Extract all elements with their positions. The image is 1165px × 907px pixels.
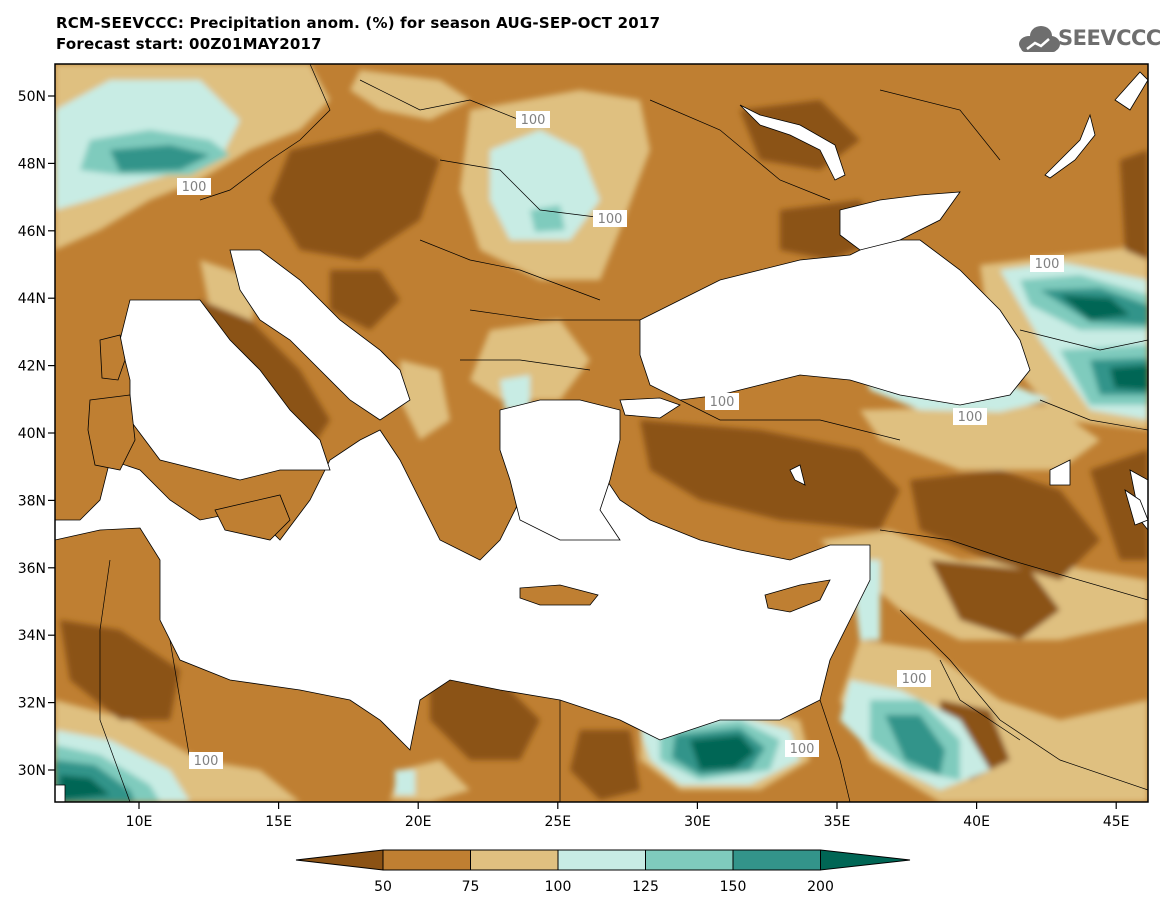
contour-label: 100: [182, 180, 207, 195]
lon-label: 45E: [1103, 814, 1130, 830]
legend-bin: [382, 849, 471, 871]
contour-label: 100: [194, 754, 219, 769]
lon-label: 15E: [265, 814, 292, 830]
lat-label: 40N: [18, 426, 46, 442]
lat-label: 30N: [18, 763, 46, 779]
lon-label: 35E: [824, 814, 851, 830]
contour-label: 100: [710, 395, 735, 410]
logo-text: SEEVCCC: [1058, 26, 1161, 50]
sea-areas: [55, 71, 1148, 802]
legend-label: 150: [720, 879, 747, 895]
lon-label: 10E: [126, 814, 153, 830]
lat-label: 42N: [18, 359, 46, 375]
lat-label: 38N: [18, 493, 46, 509]
lon-label: 25E: [544, 814, 571, 830]
legend-bin: [645, 849, 734, 871]
map-title: RCM-SEEVCCC: Precipitation anom. (%) for…: [56, 14, 661, 32]
legend-bin: [557, 849, 646, 871]
contour-labels: 100 100 100 100 100 100 100 100 100: [177, 111, 1064, 769]
legend-label: 75: [462, 879, 480, 895]
axis-ticks: 50N 48N 46N 44N 42N 40N 38N 36N 34N 32N 30N 10E 15E 2…: [18, 89, 1130, 830]
lon-label: 30E: [684, 814, 711, 830]
contour-label: 100: [902, 672, 927, 687]
lon-label: 20E: [405, 814, 432, 830]
forecast-start-label: Forecast start: 00Z01MAY2017: [56, 35, 322, 53]
legend-label: 100: [545, 879, 572, 895]
lat-label: 48N: [18, 156, 46, 172]
lat-label: 34N: [18, 628, 46, 644]
contour-label: 100: [598, 212, 623, 227]
contour-label: 100: [1035, 257, 1060, 272]
legend-bin: [820, 849, 911, 871]
legend-label: 200: [807, 879, 834, 895]
contour-label: 100: [958, 410, 983, 425]
cloud-logo-icon: [1019, 26, 1060, 52]
lon-label: 40E: [963, 814, 990, 830]
legend-bin: [470, 849, 559, 871]
lat-label: 36N: [18, 561, 46, 577]
border-lines: [99, 64, 1148, 802]
lat-label: 44N: [18, 291, 46, 307]
islands: [87, 334, 831, 613]
lat-label: 32N: [18, 696, 46, 712]
contour-label: 100: [521, 113, 546, 128]
legend-bin: [295, 849, 384, 871]
legend-label: 50: [374, 879, 392, 895]
color-legend: 50 75 100 125 150 200: [295, 849, 911, 895]
anomaly-fields: [55, 64, 1148, 802]
legend-bin: [732, 849, 821, 871]
lat-label: 46N: [18, 224, 46, 240]
contour-label: 100: [790, 742, 815, 757]
lat-label: 50N: [18, 89, 46, 105]
legend-label: 125: [632, 879, 659, 895]
map-plot-area: 100 100 100 100 100 100 100 100 100: [55, 64, 1148, 802]
